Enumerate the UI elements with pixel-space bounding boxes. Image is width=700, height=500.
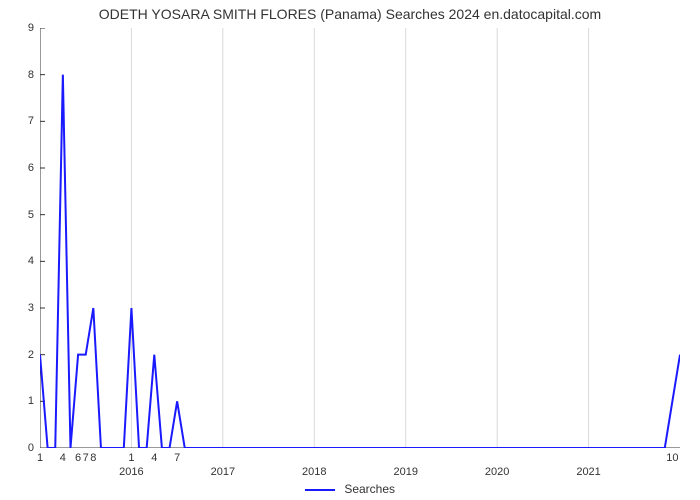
legend: Searches — [0, 482, 700, 496]
x-tick-label: 7 — [83, 452, 89, 464]
x-year-label: 2021 — [576, 466, 600, 478]
x-year-label: 2016 — [119, 466, 143, 478]
x-tick-label: 6 — [75, 452, 81, 464]
x-tick-label: 1 — [37, 452, 43, 464]
y-tick-label: 5 — [28, 209, 34, 221]
x-tick-label: 10 — [666, 452, 678, 464]
y-tick-label: 3 — [28, 302, 34, 314]
x-year-label: 2020 — [485, 466, 509, 478]
plot-area: 0123456789146781471020162017201820192020… — [40, 28, 680, 448]
y-tick-label: 0 — [28, 442, 34, 454]
chart-title: ODETH YOSARA SMITH FLORES (Panama) Searc… — [0, 6, 700, 22]
legend-label: Searches — [344, 482, 395, 496]
x-year-label: 2017 — [211, 466, 235, 478]
y-tick-label: 8 — [28, 69, 34, 81]
y-tick-label: 4 — [28, 255, 34, 267]
chart-svg — [40, 28, 680, 448]
y-tick-label: 1 — [28, 395, 34, 407]
chart-container: ODETH YOSARA SMITH FLORES (Panama) Searc… — [0, 0, 700, 500]
y-tick-label: 9 — [28, 22, 34, 34]
legend-swatch — [305, 489, 335, 491]
y-tick-label: 6 — [28, 162, 34, 174]
x-tick-label: 8 — [90, 452, 96, 464]
x-tick-label: 4 — [60, 452, 66, 464]
x-tick-label: 7 — [174, 452, 180, 464]
x-year-label: 2018 — [302, 466, 326, 478]
x-tick-label: 4 — [151, 452, 157, 464]
x-year-label: 2019 — [393, 466, 417, 478]
x-tick-label: 1 — [128, 452, 134, 464]
y-tick-label: 2 — [28, 349, 34, 361]
y-tick-label: 7 — [28, 115, 34, 127]
